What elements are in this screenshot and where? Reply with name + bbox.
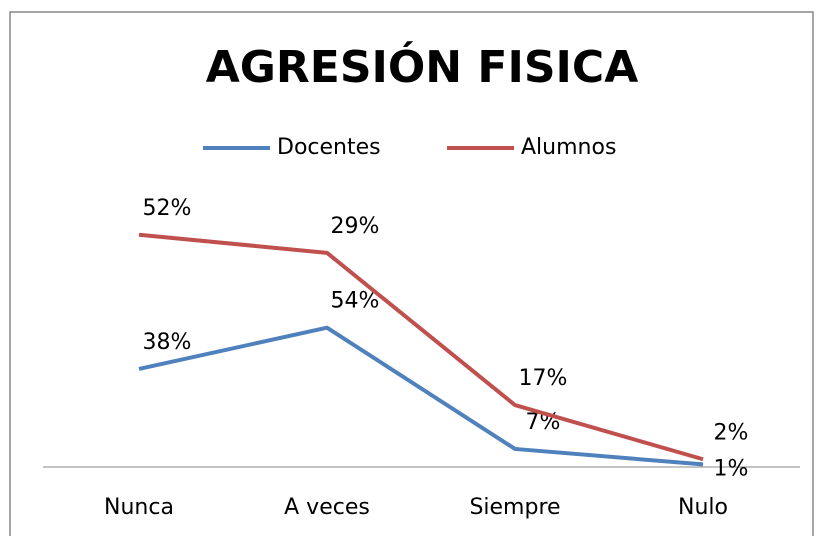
x-tick-label: Nunca — [104, 495, 174, 520]
line-series — [138, 232, 704, 462]
data-label: 2% — [714, 420, 749, 445]
legend-label: Docentes — [277, 135, 381, 160]
line-series — [138, 325, 704, 467]
chart-frame — [9, 11, 814, 536]
x-tick-label: Siempre — [469, 495, 560, 520]
data-label: 29% — [331, 214, 380, 239]
data-label: 52% — [143, 196, 192, 221]
data-label: 54% — [331, 289, 380, 314]
legend-label: Alumnos — [521, 135, 616, 160]
x-tick-label: Nulo — [678, 495, 728, 520]
data-label: 1% — [714, 456, 749, 481]
data-label: 17% — [519, 366, 568, 391]
chart-title: AGRESIÓN FISICA — [206, 40, 639, 93]
data-label: 38% — [143, 330, 192, 355]
x-tick-label: A veces — [284, 495, 370, 520]
